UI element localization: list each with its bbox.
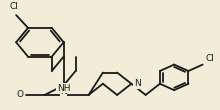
Text: N: N [60,87,67,96]
Text: O: O [16,90,23,99]
Text: NH: NH [57,83,70,93]
Text: Cl: Cl [9,2,18,11]
Text: Cl: Cl [205,54,214,63]
Text: N: N [134,79,141,88]
